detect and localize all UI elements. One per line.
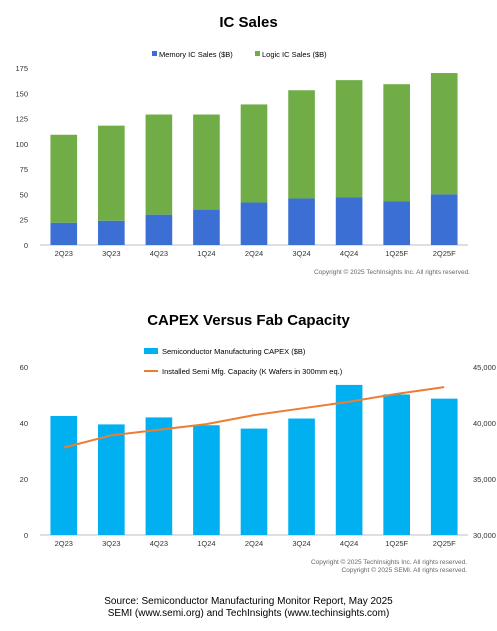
- capex-bar: [288, 418, 315, 535]
- capex-bar: [98, 424, 125, 535]
- x-tick-label: 3Q23: [102, 249, 120, 258]
- left-y-tick-label: 20: [20, 475, 28, 484]
- capex-title: CAPEX Versus Fab Capacity: [147, 312, 350, 329]
- memory-bar: [335, 197, 363, 245]
- source-line-2: SEMI (www.semi.org) and TechInsights (ww…: [107, 608, 390, 619]
- x-tick-label: 2Q23: [55, 539, 73, 548]
- right-y-tick-label: 35,000: [473, 475, 496, 484]
- logic-bar: [430, 73, 458, 195]
- capex-bar: [430, 398, 458, 535]
- legend-label-memory: Memory IC Sales ($B): [159, 50, 233, 59]
- logic-bar: [50, 134, 78, 223]
- x-tick-label: 4Q24: [340, 539, 358, 548]
- x-tick-label: 2Q24: [245, 249, 263, 258]
- logic-bar: [288, 90, 315, 199]
- memory-bar: [145, 214, 173, 245]
- legend-label-capacity: Installed Semi Mfg. Capacity (K Wafers i…: [162, 367, 343, 376]
- capex-bar: [193, 425, 220, 535]
- x-tick-label: 3Q24: [292, 539, 310, 548]
- memory-bar: [193, 209, 220, 245]
- logic-bar: [240, 104, 268, 203]
- y-tick-label: 125: [15, 115, 28, 124]
- x-tick-label: 4Q23: [150, 539, 168, 548]
- x-tick-label: 2Q24: [245, 539, 263, 548]
- y-tick-label: 25: [20, 216, 28, 225]
- copyright-notice: Copyright © 2025 TechInsights Inc. All r…: [311, 558, 467, 566]
- ic-sales-chart: Memory IC Sales ($B) Logic IC Sales ($B) 0…: [15, 50, 470, 276]
- ic-sales-title: IC Sales: [219, 14, 278, 31]
- logic-bar: [335, 80, 363, 198]
- x-tick-label: 2Q25F: [433, 539, 456, 548]
- x-tick-label: 1Q24: [197, 249, 215, 258]
- left-y-tick-label: 0: [24, 531, 28, 540]
- legend-swatch-memory: [152, 51, 157, 56]
- logic-bar: [98, 125, 125, 221]
- x-tick-label: 2Q25F: [433, 249, 456, 258]
- source-footer: Source: Semiconductor Manufacturing Moni…: [0, 596, 497, 620]
- logic-bar: [383, 84, 410, 202]
- logic-bar: [193, 114, 220, 210]
- capacity-line: [63, 386, 445, 449]
- memory-bar: [50, 222, 78, 245]
- y-tick-label: 0: [24, 241, 28, 250]
- y-tick-label: 50: [20, 190, 28, 199]
- copyright-notice: Copyright © 2025 TechInsights Inc. All r…: [314, 268, 470, 276]
- legend-swatch-logic: [255, 51, 260, 56]
- copyright-notice: Copyright © 2025 SEMI. All rights reserv…: [342, 566, 468, 574]
- ic-sales-chart-panel: IC Sales Memory IC Sales ($B) Logic IC Sa…: [0, 0, 497, 290]
- capex-bar: [383, 394, 410, 535]
- left-y-tick-label: 40: [20, 419, 28, 428]
- memory-bar: [240, 202, 268, 245]
- y-tick-label: 100: [15, 140, 28, 149]
- x-tick-label: 2Q23: [55, 249, 73, 258]
- capex-bar: [240, 428, 268, 535]
- right-y-tick-label: 40,000: [473, 419, 496, 428]
- left-y-tick-label: 60: [20, 363, 28, 372]
- logic-bar: [145, 114, 173, 215]
- x-tick-label: 1Q25F: [385, 249, 408, 258]
- capex-chart: Semiconductor Manufacturing CAPEX ($B) In…: [20, 347, 496, 574]
- capex-bar: [145, 417, 173, 535]
- capex-chart-panel: CAPEX Versus Fab Capacity Semiconductor …: [0, 300, 497, 590]
- memory-bar: [383, 201, 410, 245]
- memory-bar: [288, 198, 315, 245]
- capex-bar: [335, 384, 363, 535]
- x-tick-label: 3Q23: [102, 539, 120, 548]
- memory-bar: [430, 194, 458, 245]
- memory-bar: [98, 220, 125, 245]
- y-tick-label: 175: [15, 64, 28, 73]
- x-tick-label: 3Q24: [292, 249, 310, 258]
- legend-label-logic: Logic IC Sales ($B): [262, 50, 327, 59]
- x-tick-label: 4Q23: [150, 249, 168, 258]
- source-line-1: Source: Semiconductor Manufacturing Moni…: [104, 596, 393, 607]
- x-tick-label: 1Q25F: [385, 539, 408, 548]
- right-y-tick-label: 30,000: [473, 531, 496, 540]
- x-tick-label: 4Q24: [340, 249, 358, 258]
- y-tick-label: 75: [20, 165, 28, 174]
- capex-bar: [50, 416, 78, 535]
- x-tick-label: 1Q24: [197, 539, 215, 548]
- legend-swatch-capex: [144, 348, 158, 354]
- legend-label-capex: Semiconductor Manufacturing CAPEX ($B): [162, 347, 306, 356]
- y-tick-label: 150: [15, 89, 28, 98]
- right-y-tick-label: 45,000: [473, 363, 496, 372]
